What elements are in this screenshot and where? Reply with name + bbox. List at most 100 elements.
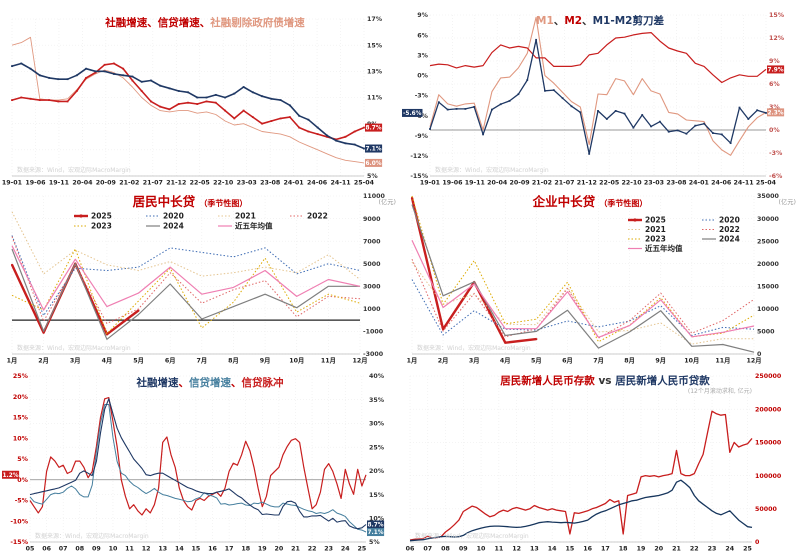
series-marker: [159, 105, 162, 108]
deposits-vs-loans-plot: 250000 200000 150000 100000 50000 0 06 07 08 09 10…: [406, 373, 782, 553]
series-社融增速: [29, 398, 367, 530]
y-axis-tick-right: 5%: [367, 173, 378, 180]
series-marker: [11, 99, 13, 102]
series-marker: [729, 142, 732, 145]
series-marker: [94, 71, 97, 74]
series-2023: [411, 195, 755, 343]
series-信贷增速: [11, 62, 365, 150]
series-marker: [363, 147, 365, 150]
series-marker: [150, 100, 152, 103]
chart-title: 居民中长贷 （季节性图）: [133, 194, 248, 209]
x-axis-tick: 11: [494, 546, 503, 553]
legend-label: 2021: [235, 212, 256, 221]
series-marker: [187, 91, 189, 94]
series-marker: [66, 78, 69, 81]
y-axis-tick-right: 3%: [769, 104, 780, 111]
x-axis-tick: 16: [208, 546, 217, 553]
series-marker: [11, 263, 13, 266]
series-marker: [261, 122, 264, 125]
series-marker: [335, 138, 338, 141]
y-axis-tick-right: -3000: [363, 351, 384, 358]
x-axis-tick: 3月: [469, 357, 480, 365]
series-marker: [29, 67, 32, 70]
y-axis-tick-right: 150000: [755, 440, 782, 447]
x-axis-tick: 21: [291, 546, 300, 553]
y-axis-tick-left: 5%: [17, 456, 28, 463]
series-marker: [316, 126, 319, 129]
series-2020: [411, 279, 755, 336]
series-marker: [335, 139, 338, 142]
legend-marker: [79, 214, 83, 218]
series-marker: [242, 86, 245, 88]
x-axis-tick: 18: [619, 546, 628, 553]
x-axis-tick: 10月: [289, 357, 304, 365]
y-axis-tick-right: 100000: [755, 473, 782, 480]
series-marker: [168, 108, 171, 111]
x-axis-tick: 12月: [352, 357, 367, 365]
series-2024: [411, 204, 755, 353]
series-marker: [579, 111, 582, 114]
series-marker: [196, 103, 199, 105]
y-axis-tick-left: 0%: [17, 477, 28, 484]
x-axis-tick: 19-06: [25, 180, 46, 187]
x-axis-tick: 4月: [500, 357, 511, 365]
y-axis-tick-right: 50000: [755, 506, 778, 513]
x-axis-tick: 11月: [321, 357, 336, 365]
value-badge-text: 8.7%: [366, 126, 382, 132]
legend-label: 2020: [719, 216, 740, 225]
watermark: 数据来源：Wind，宏观边际MacroMargin: [17, 344, 131, 352]
y-axis-tick-right: 5%: [369, 539, 380, 546]
x-axis-tick: 23-03: [237, 180, 257, 187]
x-axis-tick: 08: [75, 546, 84, 553]
x-axis-tick: 24-06: [711, 180, 732, 187]
series-marker: [288, 116, 291, 119]
series-marker: [279, 99, 282, 102]
series-marker: [103, 70, 106, 73]
series-居民新增人民币存款: [409, 410, 753, 541]
x-axis-tick: 14: [175, 546, 184, 553]
y-axis-tick-right: 1000: [363, 306, 381, 313]
x-axis-tick: 19: [258, 546, 267, 553]
y-axis-tick-right: 0: [757, 351, 762, 358]
x-axis-tick: 21: [672, 546, 681, 553]
x-axis-tick: 06: [42, 546, 51, 553]
series-marker: [205, 100, 208, 103]
value-badge-text: 1.2%: [3, 473, 19, 479]
y-axis-tick-right: 15%: [369, 492, 385, 499]
x-axis-tick: 12: [142, 546, 151, 553]
legend-label: 2025: [91, 212, 112, 221]
y-axis-tick-left: 25%: [13, 373, 29, 380]
series-marker: [106, 333, 108, 336]
x-axis-tick: 09: [459, 546, 468, 553]
series-marker: [168, 87, 171, 90]
series-marker: [85, 67, 88, 70]
x-axis-tick: 21-02: [532, 180, 552, 187]
x-axis-tick: 20-04: [487, 180, 508, 187]
series-marker: [353, 130, 356, 133]
series-marker: [298, 126, 301, 129]
x-axis-tick: 1月: [407, 357, 418, 365]
series-marker: [326, 135, 328, 138]
series-marker: [270, 120, 273, 122]
legend-label: 2023: [91, 222, 112, 231]
x-axis-tick: 4月: [102, 357, 113, 365]
series-marker: [251, 116, 254, 119]
x-axis-tick: 10月: [684, 357, 699, 365]
series-marker: [224, 109, 226, 112]
series-marker: [307, 130, 310, 133]
x-axis-tick: 19: [637, 546, 646, 553]
y-axis-tick-right: 3000: [363, 283, 381, 290]
series-marker: [137, 309, 140, 312]
x-axis-tick: 2月: [438, 357, 449, 365]
series-marker: [570, 105, 573, 108]
chart-m1-m2-scissors: 9% 6% 3% 0% -3% -6% -9% -12% -15% 15% 12% 9% 6% 3% 0% -…: [400, 0, 800, 190]
chart-corporate-mlt-loan-seasonal: 35000 30000 25000 20000 15000 10000 5000 0 1月 2月 3…: [400, 190, 800, 370]
x-axis-tick: 21-12: [166, 180, 186, 187]
series-marker: [429, 128, 431, 130]
x-axis-tick: 20: [654, 546, 663, 553]
series-marker: [658, 120, 661, 123]
x-axis-tick: 17: [225, 546, 234, 553]
series-marker: [251, 91, 254, 94]
value-badge-text: 8.7%: [368, 523, 384, 529]
y-axis-tick-right: 15%: [769, 12, 785, 19]
